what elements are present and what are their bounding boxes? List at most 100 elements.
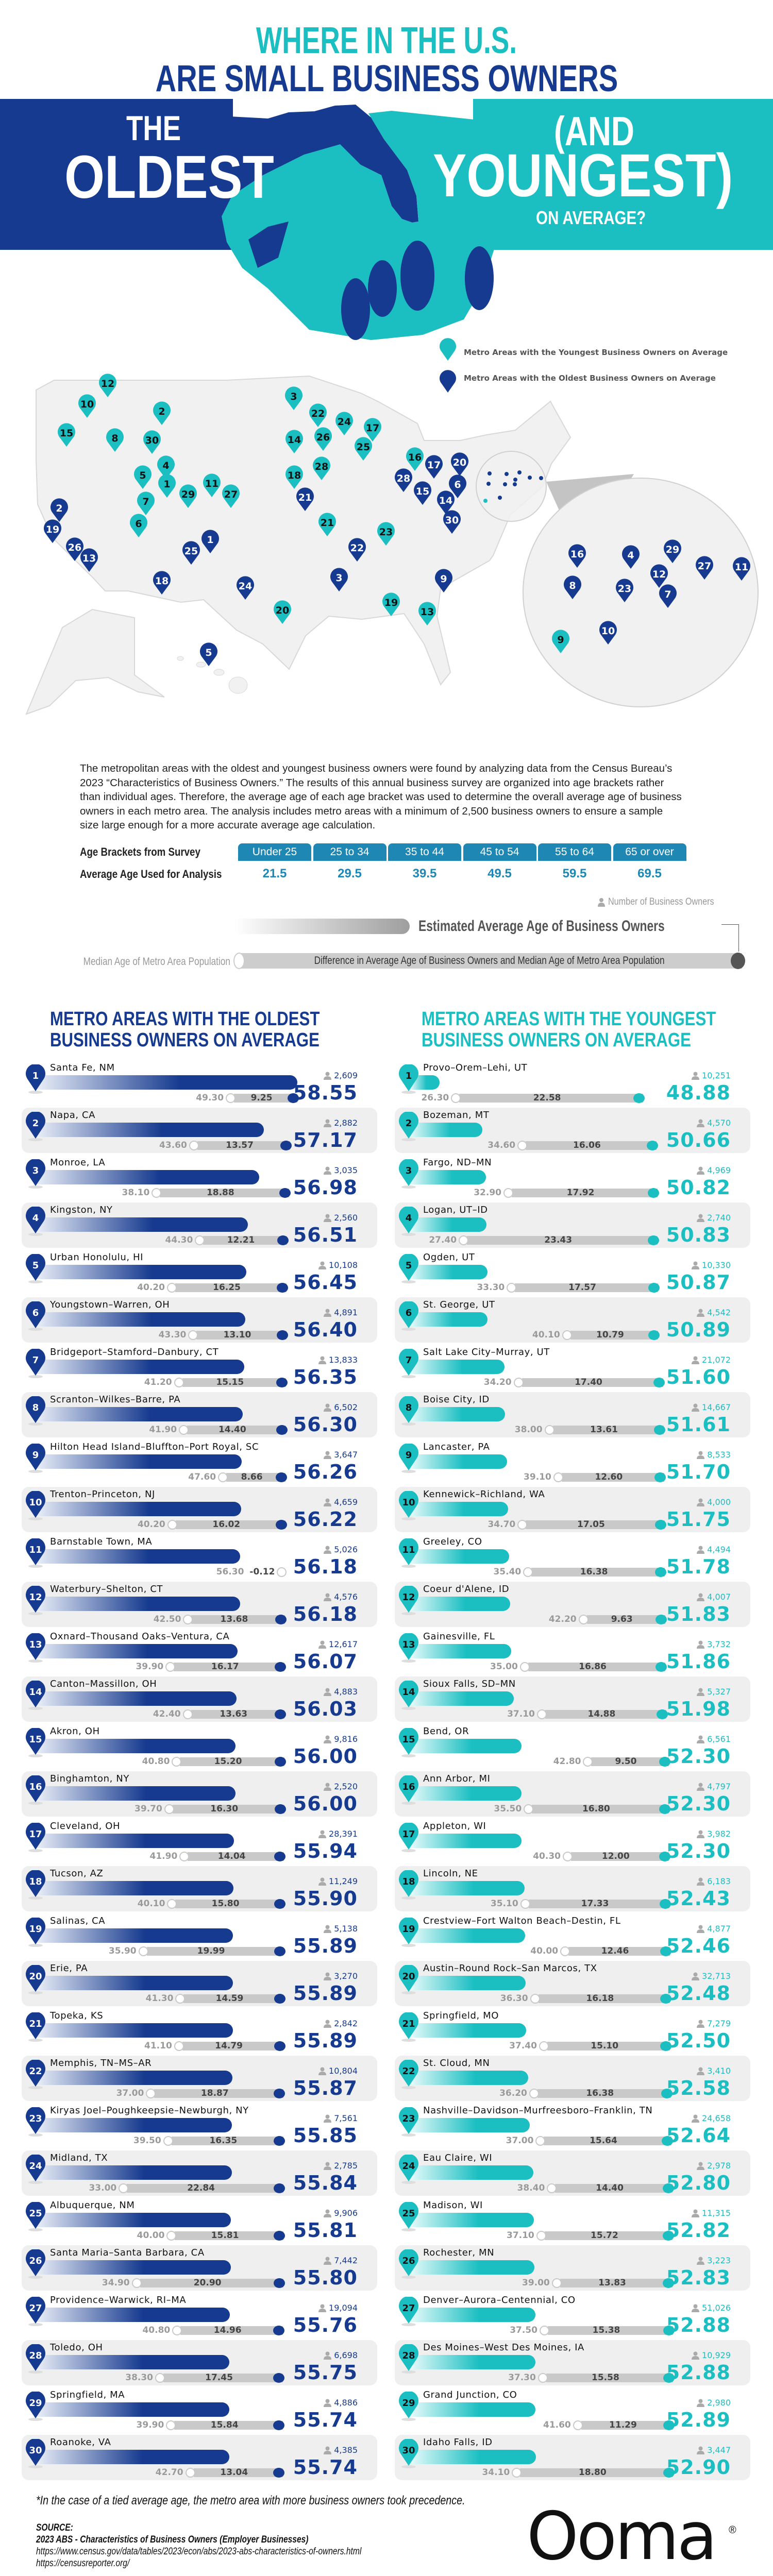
average-age-marker (660, 2041, 672, 2051)
map-pin-icon (58, 423, 75, 447)
difference-bar (196, 1331, 287, 1340)
median-age: 26.30 (421, 1093, 449, 1103)
person-icon (697, 2399, 705, 2407)
median-age: 37.10 (507, 1709, 535, 1719)
young-map-marker: 29 (179, 484, 197, 508)
rank-pin-icon: 10 (26, 1491, 45, 1520)
map-pin-icon (413, 481, 431, 505)
person-icon (324, 2399, 332, 2407)
business-owner-count: 4,007 (697, 1592, 731, 1602)
owner-count-value: 21,072 (702, 1355, 731, 1365)
map-marker-rank: 5 (205, 647, 212, 658)
difference-bar (193, 2468, 283, 2477)
person-icon (697, 1214, 705, 1222)
owner-count-value: 6,502 (334, 1402, 358, 1412)
rank-pin-icon: 19 (26, 1918, 45, 1947)
metro-row: 20 Erie, PA 14.59 41.30 3,270 55.89 (22, 1961, 377, 2006)
average-age-value: 50.83 (666, 1224, 731, 1246)
header-oldest: OLDEST (64, 143, 274, 211)
average-age-marker (660, 1946, 671, 1956)
average-age-marker (275, 1615, 287, 1624)
metro-name: Scranton–Wilkes–Barre, PA (50, 1394, 181, 1405)
metro-name: Midland, TX (50, 2153, 108, 2163)
old-map-marker: 30 (443, 510, 461, 534)
metro-row: 1 Santa Fe, NM 9.25 49.30 2,609 58.55 (22, 1060, 377, 1106)
map-marker-rank: 1 (207, 534, 213, 546)
average-age-value: 52.89 (666, 2409, 731, 2431)
rank-number: 22 (402, 2066, 415, 2077)
owner-count-value: 5,026 (334, 1545, 358, 1554)
age-difference: -0.12 (249, 1567, 275, 1577)
rank-pin-icon: 24 (399, 2155, 418, 2184)
map-marker-rank: 29 (181, 489, 195, 500)
person-icon (324, 1972, 332, 1980)
map-pin-icon (200, 642, 217, 666)
map-pin-icon (285, 386, 303, 410)
owner-count-value: 4,570 (707, 1118, 731, 1128)
age-difference: 10.79 (596, 1330, 624, 1340)
rank-number: 4 (406, 1213, 412, 1224)
estimated-key-bar (234, 919, 410, 934)
age-difference: 13.83 (598, 2278, 626, 2288)
rank-pin-icon: 23 (399, 2107, 418, 2137)
average-age-bar (37, 1170, 260, 1184)
age-difference: 16.06 (573, 1140, 601, 1150)
business-owner-count: 14,667 (692, 1402, 731, 1412)
map-marker-rank: 11 (205, 478, 219, 489)
map-pin-icon (182, 541, 200, 565)
source-link-censusreporter[interactable]: https://censusreporter.org/ (36, 2558, 130, 2569)
metro-name: Springfield, MO (423, 2010, 499, 2021)
metro-row: 29 Springfield, MA 15.84 39.90 4,886 55.74 (22, 2387, 377, 2433)
metro-row: 12 Waterbury–Shelton, CT 13.68 42.50 4,576 56… (22, 1582, 377, 1627)
median-age-marker (512, 2468, 522, 2478)
metro-name: Kingston, NY (50, 1205, 113, 1215)
metro-row: 1 Provo–Orem–Lehi, UT 22.58 26.30 10,251 48.8… (395, 1060, 750, 1106)
map-pin-icon (355, 437, 372, 461)
map-marker-rank: 5 (139, 470, 146, 481)
map-pin-icon (285, 430, 304, 453)
median-age: 40.20 (137, 1519, 165, 1530)
age-difference: 13.61 (590, 1425, 618, 1435)
person-icon (318, 1640, 327, 1649)
median-age-marker (163, 2136, 173, 2146)
owner-count-value: 3,647 (334, 1450, 358, 1460)
median-age: 44.30 (165, 1235, 193, 1245)
average-age-marker (653, 1425, 665, 1435)
metro-row: 7 Bridgeport–Stamford–Danbury, CT 15.15 41.… (22, 1345, 377, 1390)
rank-pin-icon: 3 (399, 1159, 418, 1189)
median-age: 34.10 (482, 2467, 510, 2478)
age-difference: 17.92 (566, 1188, 595, 1198)
average-age-bar (37, 2450, 229, 2464)
map-pin-icon (285, 465, 304, 489)
business-owner-count: 4,883 (324, 1687, 358, 1697)
rank-pin-icon: 22 (399, 2060, 418, 2089)
rank-number: 9 (32, 1450, 39, 1461)
owner-count-value: 2,609 (334, 1071, 358, 1080)
median-age: 42.80 (553, 1756, 581, 1767)
map-pin-icon (563, 575, 581, 599)
age-bracket-cell: 45 to 54 (463, 843, 536, 861)
source-link-census[interactable]: https://www.census.gov/data/tables/2023/… (36, 2546, 362, 2557)
map-marker-rank: 11 (735, 562, 748, 573)
person-icon (697, 1877, 705, 1886)
age-difference: 20.90 (193, 2278, 222, 2288)
difference-key-label: Difference in Average Age of Business Ow… (314, 955, 665, 967)
old-map-marker: 11 (733, 557, 750, 581)
difference-bar (127, 2184, 283, 2193)
difference-bar (175, 2231, 283, 2240)
metro-row: 15 Akron, OH 15.20 40.80 9,816 56.00 (22, 1724, 377, 1769)
median-age: 38.10 (122, 1188, 150, 1198)
map-marker-rank: 22 (350, 543, 364, 554)
business-owner-count: 2,740 (697, 1213, 731, 1223)
person-icon (697, 1830, 705, 1838)
map-marker-rank: 7 (142, 496, 149, 507)
young-map-marker: 24 (335, 412, 353, 435)
person-icon (324, 1451, 332, 1459)
metro-row: 4 Kingston, NY 12.21 44.30 2,560 56.51 (22, 1202, 377, 1248)
business-owner-count: 2,520 (324, 1782, 358, 1791)
difference-bar (175, 1520, 285, 1529)
map-marker-rank: 19 (384, 597, 398, 608)
person-icon (324, 2020, 332, 2028)
average-age-bar (410, 1881, 525, 1895)
median-age: 42.20 (548, 1614, 577, 1624)
